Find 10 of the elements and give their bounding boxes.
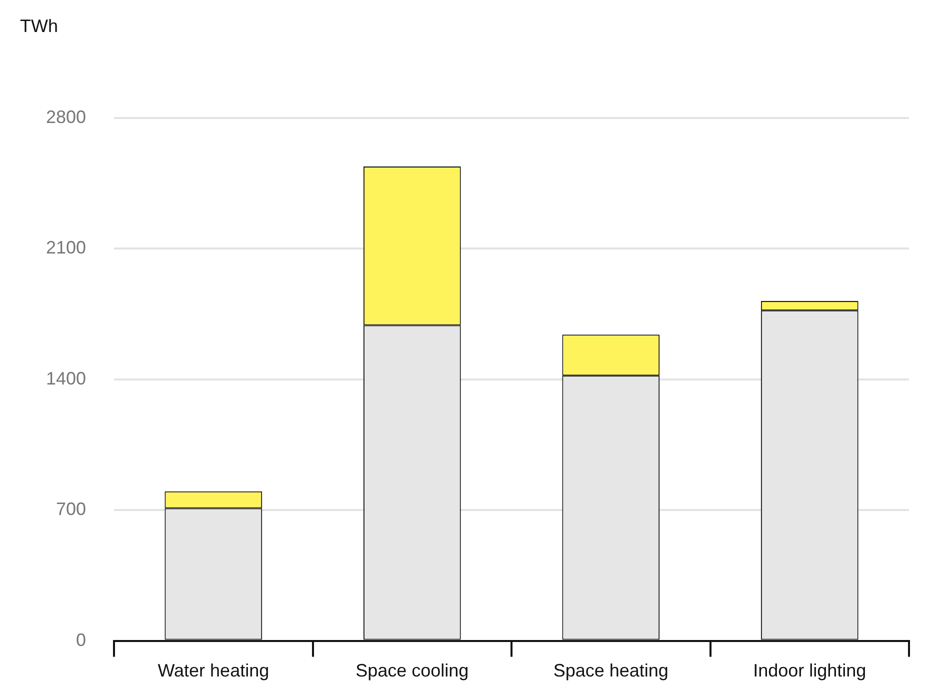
y-axis-title: TWh — [20, 16, 58, 36]
x-tick-label: Indoor lighting — [753, 660, 866, 680]
y-tick-label: 700 — [56, 499, 86, 520]
x-tick-label: Space heating — [553, 660, 668, 680]
y-tick-label: 2800 — [46, 106, 86, 127]
x-tick-label: Space cooling — [356, 660, 469, 680]
y-tick-label: 0 — [76, 630, 86, 650]
y-tick-label: 2100 — [46, 238, 86, 258]
x-tick-label: Water heating — [158, 660, 270, 680]
y-tick-label: 1400 — [46, 368, 86, 388]
